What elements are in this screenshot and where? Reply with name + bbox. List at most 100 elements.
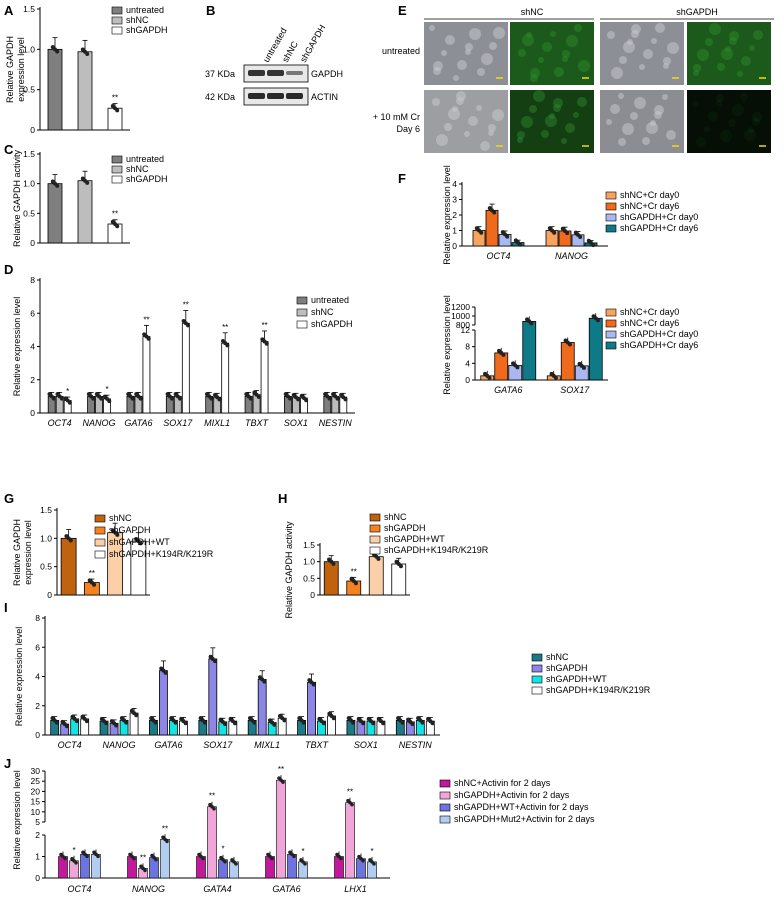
micro-cell bbox=[566, 35, 578, 47]
micro-cell bbox=[737, 71, 743, 77]
micro-cell bbox=[553, 98, 563, 108]
category-label: GATA6 bbox=[154, 740, 182, 750]
data-point bbox=[351, 720, 356, 725]
micro-cell bbox=[667, 42, 679, 54]
y-tick-label: 0 bbox=[30, 408, 35, 418]
bar bbox=[47, 48, 63, 131]
legend-label: shGAPDH+Mut2+Activin for 2 days bbox=[454, 814, 595, 824]
data-point bbox=[350, 802, 354, 807]
category-label: LHX1 bbox=[344, 884, 367, 894]
bar bbox=[160, 838, 170, 879]
legend-label: shNC+Cr day6 bbox=[620, 318, 679, 328]
y-tick-label: 20 bbox=[31, 786, 41, 796]
panel-label-I: I bbox=[4, 600, 8, 615]
legend-label: shGAPDH+Activin for 2 days bbox=[454, 790, 570, 800]
category-label: SOX17 bbox=[560, 385, 590, 395]
legend-swatch bbox=[439, 815, 451, 824]
data-point bbox=[163, 670, 168, 675]
data-point bbox=[376, 556, 381, 561]
data-point bbox=[138, 396, 143, 401]
bar bbox=[107, 223, 123, 244]
y-tick-label: 8 bbox=[30, 275, 35, 285]
y-tick-label: 4 bbox=[465, 358, 470, 368]
legend-swatch bbox=[439, 791, 451, 800]
blot-band-actin-untreated bbox=[248, 93, 265, 99]
category-label: GATA4 bbox=[203, 884, 231, 894]
bar bbox=[323, 561, 339, 596]
data-point bbox=[96, 854, 100, 859]
data-point bbox=[64, 724, 69, 729]
bar bbox=[472, 230, 486, 247]
data-point bbox=[591, 243, 596, 248]
data-point bbox=[201, 856, 205, 861]
data-point bbox=[91, 396, 96, 401]
legend-label: untreated bbox=[126, 5, 164, 15]
legend-label: shGAPDH+WT bbox=[546, 674, 607, 684]
y-tick-label: 800 bbox=[456, 320, 470, 330]
y-tick-label: 2 bbox=[30, 375, 35, 385]
micro-cell bbox=[740, 93, 748, 101]
y-tick-label: 1.5 bbox=[23, 149, 35, 159]
data-point bbox=[143, 868, 147, 873]
data-point bbox=[252, 720, 257, 725]
y-tick-label: 1200 bbox=[451, 302, 470, 312]
legend-label: shGAPDH+Cr day6 bbox=[620, 223, 698, 233]
y-tick-label: 8 bbox=[465, 342, 470, 352]
data-point bbox=[331, 561, 336, 566]
legend-label: untreated bbox=[126, 154, 164, 164]
data-point bbox=[223, 722, 228, 727]
legend-label: shGAPDH bbox=[384, 523, 426, 533]
legend-swatch bbox=[369, 535, 381, 544]
micro-tile-r0-c3 bbox=[687, 22, 771, 85]
category-label: OCT4 bbox=[67, 884, 91, 894]
legend-swatch bbox=[605, 330, 617, 339]
micro-cell bbox=[488, 130, 494, 136]
data-point bbox=[282, 718, 287, 723]
blot-kda-actin: 42 KDa bbox=[205, 92, 235, 102]
significance-label: ** bbox=[183, 300, 189, 309]
legend-swatch bbox=[369, 524, 381, 533]
significance-label: * bbox=[301, 847, 304, 856]
y-tick-label: 1.0 bbox=[303, 557, 315, 567]
micro-cell bbox=[619, 56, 627, 64]
data-point bbox=[209, 396, 214, 401]
micro-tile-r1-c1 bbox=[510, 90, 594, 153]
bar bbox=[545, 230, 559, 247]
micro-cell bbox=[697, 49, 709, 61]
legend-label: shGAPDH+WT+Activin for 2 days bbox=[454, 802, 589, 812]
data-point bbox=[146, 336, 151, 341]
micro-cell bbox=[663, 63, 669, 69]
y-tick-label: 6 bbox=[35, 642, 40, 652]
panel-label-H: H bbox=[278, 491, 287, 506]
category-label: SOX17 bbox=[163, 418, 193, 428]
micro-cell bbox=[489, 42, 497, 50]
micro-cell bbox=[749, 45, 755, 51]
data-point bbox=[505, 234, 510, 239]
data-point bbox=[223, 859, 227, 864]
micro-cell bbox=[729, 37, 737, 45]
legend-label: shGAPDH+Cr day0 bbox=[620, 212, 698, 222]
category-label: NANOG bbox=[103, 740, 136, 750]
category-label: GATA6 bbox=[272, 884, 300, 894]
bar bbox=[588, 317, 603, 381]
micro-cell bbox=[634, 97, 646, 109]
data-point bbox=[115, 108, 120, 113]
legend-label: shGAPDH bbox=[311, 319, 353, 329]
micro-cell bbox=[518, 49, 526, 57]
micro-cell bbox=[465, 49, 471, 55]
data-point bbox=[132, 856, 136, 861]
category-label: OCT4 bbox=[48, 418, 72, 428]
legend-label: shNC+Cr day0 bbox=[620, 307, 679, 317]
bar bbox=[574, 365, 589, 381]
data-point bbox=[115, 224, 120, 229]
micro-cell bbox=[692, 101, 698, 107]
micro-cell bbox=[618, 93, 624, 99]
micro-cell bbox=[705, 38, 713, 46]
panel-e-microscopy: shNC shGAPDH untreated + 10 mM Cr Day 6 bbox=[373, 7, 774, 153]
data-point bbox=[213, 659, 218, 664]
data-point bbox=[335, 396, 340, 401]
significance-label: ** bbox=[140, 853, 146, 862]
data-point bbox=[186, 323, 191, 328]
data-point bbox=[400, 720, 405, 725]
bar bbox=[181, 322, 190, 414]
